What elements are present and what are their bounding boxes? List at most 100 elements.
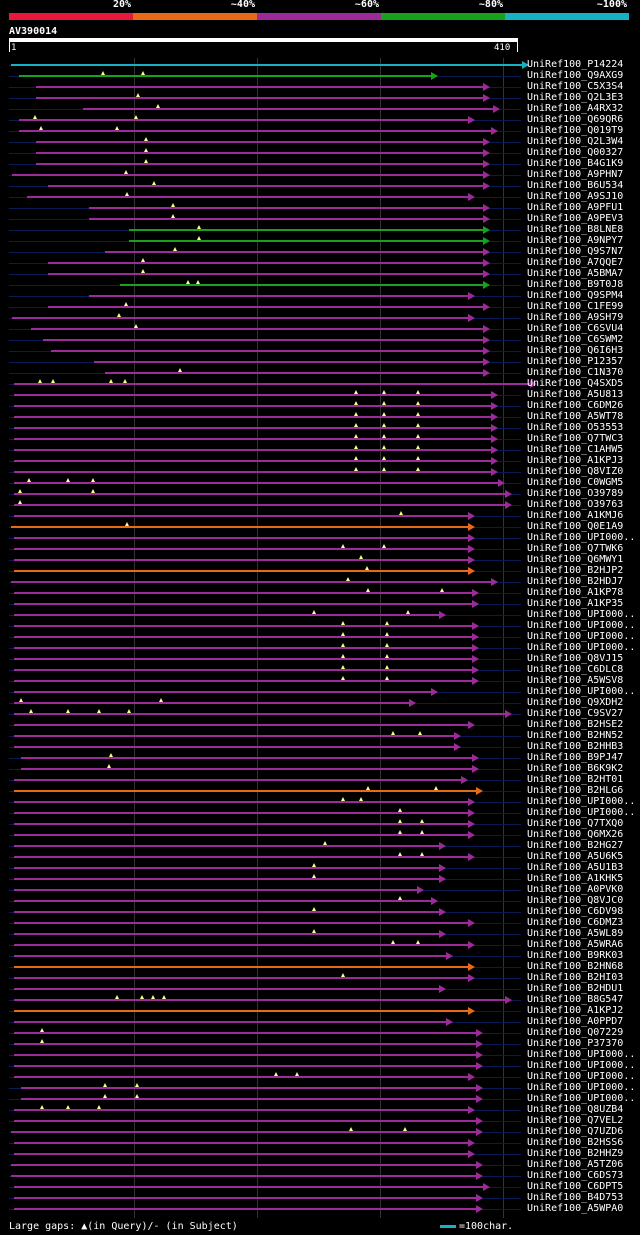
hit-bar[interactable] [13,691,433,693]
hit-label[interactable]: UniRef100_B2HSS6 [527,1137,624,1148]
hit-label[interactable]: UniRef100_C1N370 [527,367,624,378]
hit-bar[interactable] [13,416,492,418]
hit-bar[interactable] [13,713,507,715]
hit-label[interactable]: UniRef100_C6DV98 [527,906,624,917]
hit-bar[interactable] [13,625,474,627]
hit-label[interactable]: UniRef100_A0PVK0 [527,884,624,895]
hit-label[interactable]: UniRef100_Q7TXQ0 [527,818,624,829]
hit-bar[interactable] [13,1065,477,1067]
hit-label[interactable]: UniRef100_P37370 [527,1038,624,1049]
hit-label[interactable]: UniRef100_Q8UZB4 [527,1104,624,1115]
hit-label[interactable]: UniRef100_B2HDU1 [527,983,624,994]
hit-label[interactable]: UniRef100_B2HDJ7 [527,576,624,587]
hit-bar[interactable] [30,328,485,330]
hit-label[interactable]: UniRef100_Q7TWK6 [527,543,624,554]
hit-label[interactable]: UniRef100_B9RK03 [527,950,624,961]
hit-label[interactable]: UniRef100_Q9XDH2 [527,697,624,708]
hit-bar[interactable] [13,1153,470,1155]
hit-bar[interactable] [11,1164,477,1166]
hit-bar[interactable] [13,636,474,638]
hit-label[interactable]: UniRef100_A9PHN7 [527,169,624,180]
hit-label[interactable]: UniRef100_A5WT78 [527,411,624,422]
hit-bar[interactable] [43,339,485,341]
hit-bar[interactable] [13,1032,477,1034]
hit-bar[interactable] [11,1175,477,1177]
hit-bar[interactable] [27,196,470,198]
hit-label[interactable]: UniRef100_Q00327 [527,147,624,158]
hit-label[interactable]: UniRef100_A5TZ06 [527,1159,624,1170]
hit-bar[interactable] [13,1076,470,1078]
hit-label[interactable]: UniRef100_B2HHB3 [527,741,624,752]
hit-label[interactable]: UniRef100_A1KHK5 [527,873,624,884]
hit-label[interactable]: UniRef100_C1FE99 [527,301,624,312]
hit-bar[interactable] [13,812,470,814]
hit-bar[interactable] [13,845,440,847]
hit-bar[interactable] [13,823,470,825]
hit-bar[interactable] [35,97,485,99]
hit-label[interactable]: UniRef100_P14224 [527,59,624,70]
hit-bar[interactable] [13,944,470,946]
hit-label[interactable]: UniRef100_A5WL89 [527,928,624,939]
hit-label[interactable]: UniRef100_Q8VIZ0 [527,466,624,477]
hit-bar[interactable] [11,1131,477,1133]
hit-label[interactable]: UniRef100_A9NPY7 [527,235,624,246]
hit-label[interactable]: UniRef100_A9SJ10 [527,191,624,202]
hit-label[interactable]: UniRef100_B4D753 [527,1192,624,1203]
hit-bar[interactable] [13,570,470,572]
hit-bar[interactable] [13,834,470,836]
hit-bar[interactable] [13,1142,470,1144]
hit-bar[interactable] [35,86,485,88]
hit-label[interactable]: UniRef100_UPI000.. [527,686,636,697]
hit-bar[interactable] [11,526,470,528]
hit-label[interactable]: UniRef100_A0PPD7 [527,1016,624,1027]
hit-bar[interactable] [89,295,470,297]
hit-label[interactable]: UniRef100_C0WGM5 [527,477,624,488]
hit-bar[interactable] [48,306,485,308]
hit-bar[interactable] [12,174,485,176]
hit-bar[interactable] [12,317,470,319]
hit-bar[interactable] [21,1087,477,1089]
hit-label[interactable]: UniRef100_A1KMJ6 [527,510,624,521]
hit-bar[interactable] [13,449,492,451]
hit-label[interactable]: UniRef100_UPI000.. [527,609,636,620]
hit-label[interactable]: UniRef100_C6DLC8 [527,664,624,675]
hit-bar[interactable] [13,900,433,902]
hit-bar[interactable] [13,1054,477,1056]
hit-label[interactable]: UniRef100_B2HG27 [527,840,624,851]
hit-label[interactable]: UniRef100_Q7VEL2 [527,1115,624,1126]
hit-label[interactable]: UniRef100_A9SH79 [527,312,624,323]
hit-bar[interactable] [89,207,485,209]
hit-label[interactable]: UniRef100_B9T0J8 [527,279,624,290]
hit-label[interactable]: UniRef100_C1AHW5 [527,444,624,455]
hit-label[interactable]: UniRef100_O39789 [527,488,624,499]
hit-label[interactable]: UniRef100_B2HSE2 [527,719,624,730]
hit-bar[interactable] [35,152,485,154]
hit-bar[interactable] [13,724,470,726]
hit-label[interactable]: UniRef100_A4RX32 [527,103,624,114]
hit-label[interactable]: UniRef100_A5U813 [527,389,624,400]
hit-label[interactable]: UniRef100_C6DPT5 [527,1181,624,1192]
hit-label[interactable]: UniRef100_A1KP78 [527,587,624,598]
hit-bar[interactable] [48,273,485,275]
hit-bar[interactable] [13,405,492,407]
hit-label[interactable]: UniRef100_Q69QR6 [527,114,624,125]
hit-label[interactable]: UniRef100_UPI000.. [527,631,636,642]
hit-bar[interactable] [13,702,411,704]
hit-label[interactable]: UniRef100_A1KPJ2 [527,1005,624,1016]
hit-bar[interactable] [13,504,507,506]
hit-bar[interactable] [13,746,455,748]
hit-label[interactable]: UniRef100_Q0E1A9 [527,521,624,532]
hit-bar[interactable] [18,130,492,132]
hit-bar[interactable] [13,394,492,396]
hit-bar[interactable] [13,603,474,605]
hit-bar[interactable] [13,482,500,484]
hit-bar[interactable] [21,1098,477,1100]
hit-bar[interactable] [13,669,474,671]
hit-bar[interactable] [128,229,485,231]
hit-label[interactable]: UniRef100_Q9AXG9 [527,70,624,81]
hit-label[interactable]: UniRef100_UPI000.. [527,642,636,653]
hit-bar[interactable] [11,581,492,583]
hit-label[interactable]: UniRef100_Q7TWC3 [527,433,624,444]
hit-label[interactable]: UniRef100_B2HLG6 [527,785,624,796]
hit-label[interactable]: UniRef100_C5X3S4 [527,81,624,92]
